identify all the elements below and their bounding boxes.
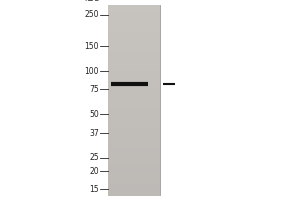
Bar (108, 123, 160, 127)
Bar (108, 70, 160, 74)
Bar (108, 16, 160, 21)
Bar (108, 130, 160, 135)
Bar (108, 85, 160, 89)
Text: kDa: kDa (84, 0, 99, 3)
Bar (108, 168, 160, 173)
Bar (108, 39, 160, 44)
Bar (108, 43, 160, 47)
Bar (108, 5, 160, 195)
Bar (108, 108, 160, 112)
Bar (108, 73, 160, 78)
Text: 37: 37 (89, 129, 99, 138)
Bar (108, 35, 160, 40)
Bar (108, 104, 160, 108)
Bar (108, 9, 160, 13)
Text: 250: 250 (85, 10, 99, 19)
Bar (108, 161, 160, 165)
Bar (108, 187, 160, 192)
Bar (108, 191, 160, 196)
Bar (108, 138, 160, 142)
Text: 15: 15 (89, 185, 99, 194)
Bar (108, 66, 160, 70)
Bar (108, 157, 160, 161)
Bar (108, 149, 160, 154)
Bar (108, 24, 160, 28)
Bar (108, 89, 160, 93)
Bar (108, 115, 160, 119)
Bar (108, 111, 160, 116)
Bar (108, 5, 160, 9)
Bar (108, 77, 160, 82)
Bar (108, 172, 160, 176)
Text: 20: 20 (89, 167, 99, 176)
Bar (108, 51, 160, 55)
Bar (108, 58, 160, 62)
Text: 75: 75 (89, 85, 99, 94)
Bar (108, 165, 160, 169)
Bar (108, 100, 160, 104)
Bar (108, 96, 160, 100)
Text: 25: 25 (89, 153, 99, 162)
Bar (108, 32, 160, 36)
Text: 150: 150 (85, 42, 99, 51)
Text: 100: 100 (85, 67, 99, 76)
Bar (108, 13, 160, 17)
Bar (108, 176, 160, 180)
Bar (108, 184, 160, 188)
Bar (108, 134, 160, 138)
Bar (108, 119, 160, 123)
Bar (108, 142, 160, 146)
Bar (108, 28, 160, 32)
Bar (108, 153, 160, 158)
Bar (108, 20, 160, 24)
Bar (108, 47, 160, 51)
Bar (108, 180, 160, 184)
Text: 50: 50 (89, 110, 99, 119)
Bar (108, 146, 160, 150)
Bar (108, 62, 160, 66)
Bar (108, 54, 160, 59)
Bar (108, 92, 160, 97)
Bar (108, 81, 160, 85)
Bar (108, 127, 160, 131)
